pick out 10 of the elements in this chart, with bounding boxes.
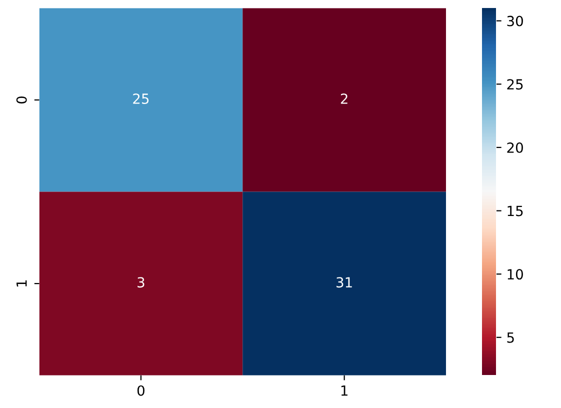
data-label: 3 — [138, 277, 144, 288]
data-label: 31 — [336, 277, 352, 288]
data-label: 25 — [133, 93, 149, 104]
color-bar-label: 20 — [507, 142, 523, 153]
color-bar-label: 15 — [508, 206, 523, 216]
color-bar-label: 30 — [507, 16, 523, 26]
color-bar-label: 5 — [507, 332, 514, 343]
color-bar-label: 10 — [508, 269, 523, 280]
color-bar-label: 25 — [507, 79, 523, 90]
data-label: 2 — [340, 93, 348, 104]
